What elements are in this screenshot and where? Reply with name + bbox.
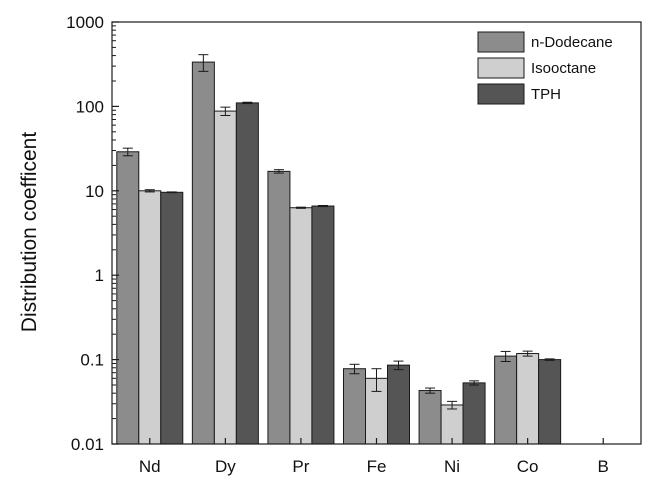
bar [387,364,410,445]
y-tick-label: 10 [85,182,104,201]
bars [116,54,562,445]
x-tick-label: Ni [444,457,460,476]
bar [213,110,237,445]
bar [138,190,162,445]
x-tick-label: Pr [292,457,309,476]
axes: 0.01 0.1 1 10 100 1000 Nd Dy Pr Fe Ni Co B [66,13,642,476]
x-tick-label: Dy [215,457,236,476]
legend-swatch [477,83,525,105]
bar [418,390,442,445]
y-tick-label: 0.01 [71,435,104,454]
x-tick-label: B [598,457,609,476]
bar [191,61,215,445]
bar [289,207,313,445]
legend-swatch [477,31,525,53]
y-tick-label: 1000 [66,13,104,32]
y-axis-title: Distribution coefficent [18,132,41,333]
legend-label: TPH [531,86,561,103]
y-tick-label: 100 [76,97,104,116]
x-tick-label: Nd [139,457,161,476]
bar [116,151,140,445]
legend: n-Dodecane Isooctane TPH [477,31,613,105]
bar [494,355,518,445]
bar [160,191,184,445]
legend-swatch [477,57,525,79]
bar [516,353,540,445]
bar [235,102,259,445]
y-tick-label: 1 [95,266,104,285]
bar [311,205,335,445]
legend-label: Isooctane [531,60,596,77]
y-tick-label: 0.1 [80,351,104,370]
legend-label: n-Dodecane [531,34,613,51]
bar [267,170,291,445]
x-tick-label: Fe [367,457,387,476]
x-tick-label: Co [517,457,539,476]
bar [343,368,366,445]
bar [538,359,562,445]
bar [462,382,486,445]
